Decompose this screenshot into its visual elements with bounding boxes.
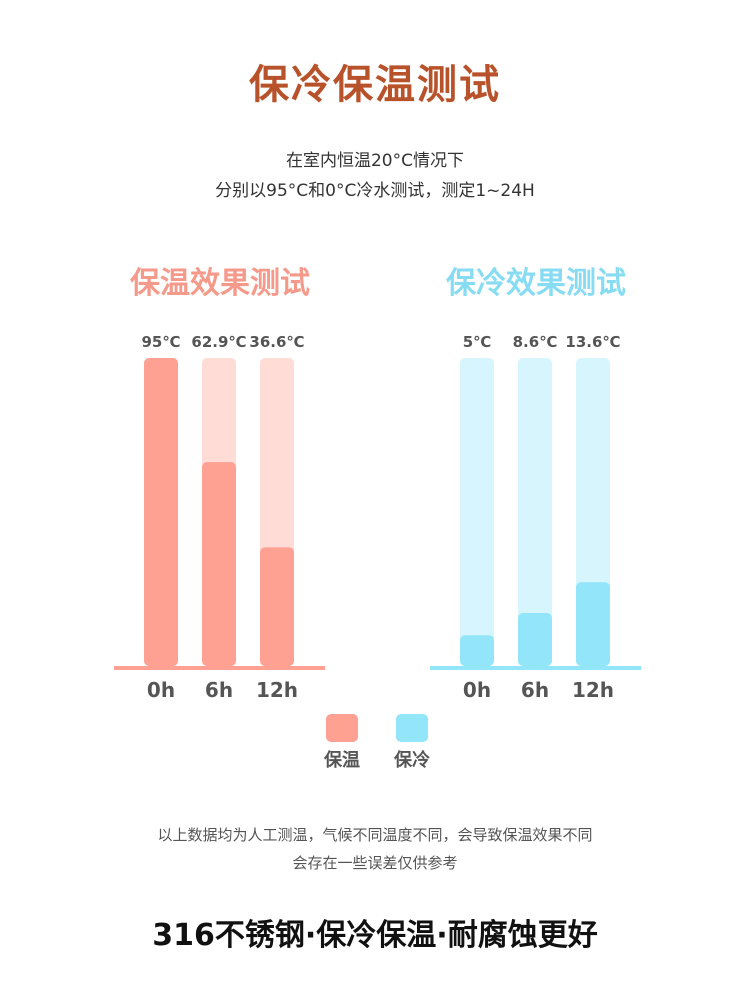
cold-chart-title: 保冷效果测试 [446, 266, 626, 301]
cold-value-label: 8.6℃ [513, 333, 558, 351]
legend-label-warm: 保温 [324, 750, 360, 771]
bar-charts: 95℃ 0h 62.9℃ 6h 36.6℃ 12h 5℃ 0h 8.6℃ 6h 13.6℃ 12h [114, 333, 641, 702]
cold-bar [518, 613, 552, 666]
cold-tick-label: 0h [463, 678, 491, 702]
test-condition-line-1: 在室内恒温20°C情况下 [285, 151, 464, 171]
legend-swatch-warm [326, 714, 358, 742]
disclaimer-line-1: 以上数据均为人工测温，气候不同温度不同，会导致保温效果不同 [157, 826, 593, 844]
cold-bar [576, 582, 610, 666]
warm-bar [144, 358, 178, 666]
legend-label-cold: 保冷 [394, 750, 430, 771]
cold-bar-track [460, 358, 494, 666]
legend-swatch-cold [396, 714, 428, 742]
cold-value-label: 13.6℃ [565, 333, 620, 351]
disclaimer-line-2: 会存在一些误差仅供参考 [292, 854, 458, 872]
cold-bar-track [518, 358, 552, 666]
warm-tick-label: 12h [256, 678, 298, 702]
warm-bar [202, 462, 236, 666]
warm-baseline [114, 666, 325, 670]
cold-tick-label: 12h [572, 678, 614, 702]
product-slogan: 316不锈钢·保冷保温·耐腐蚀更好 [152, 918, 598, 953]
warm-bar [260, 547, 294, 666]
cold-bar [460, 635, 494, 666]
cold-tick-label: 6h [521, 678, 549, 702]
warm-value-label: 62.9℃ [191, 333, 246, 351]
warm-value-label: 36.6℃ [249, 333, 304, 351]
warm-chart-title: 保温效果测试 [130, 266, 310, 301]
warm-value-label: 95℃ [141, 333, 180, 351]
cold-value-label: 5℃ [463, 333, 492, 351]
page-title: 保冷保温测试 [249, 62, 501, 108]
warm-tick-label: 0h [147, 678, 175, 702]
warm-tick-label: 6h [205, 678, 233, 702]
test-condition-line-2: 分别以95°C和0°C冷水测试，测定1~24H [215, 181, 535, 201]
cold-baseline [430, 666, 641, 670]
